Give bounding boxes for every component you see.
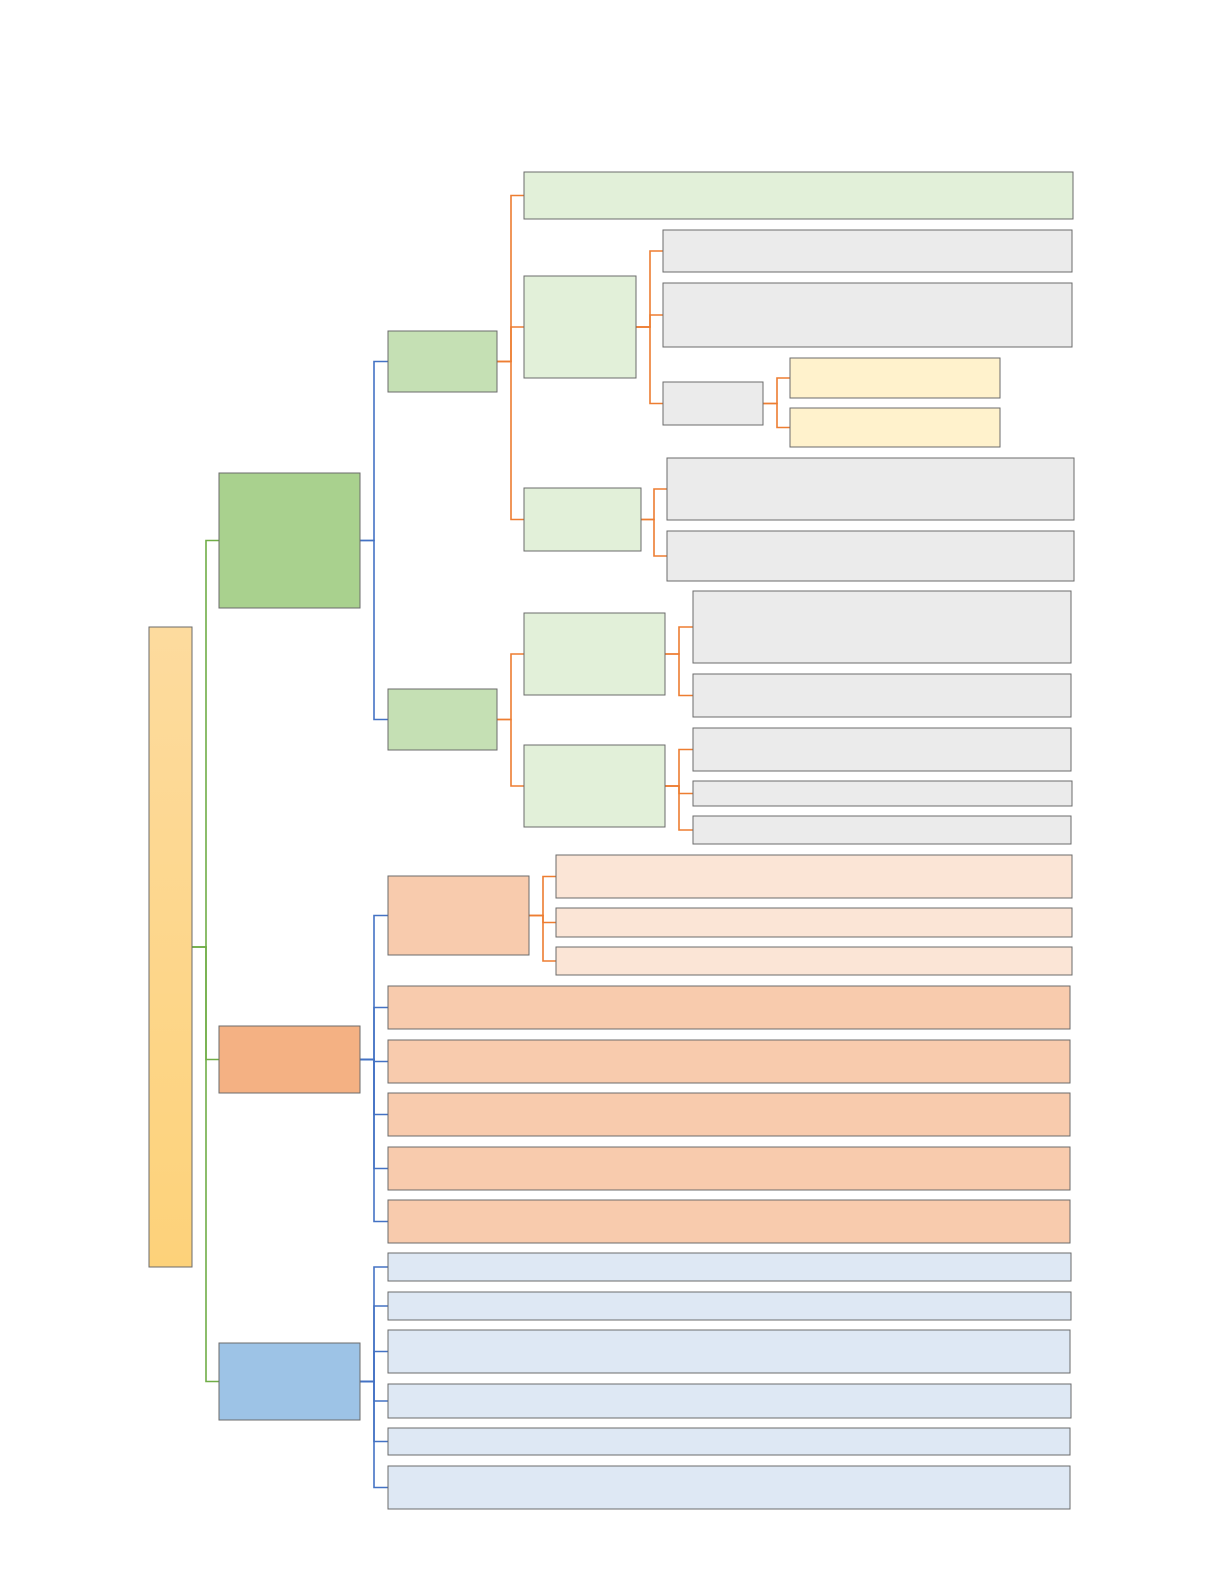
connector: [497, 326, 524, 363]
node-box: [387, 1465, 1071, 1510]
node-box: [789, 407, 1001, 448]
connector: [497, 718, 524, 787]
connector: [529, 914, 556, 962]
connector: [360, 539, 388, 721]
node-box: [387, 1329, 1071, 1374]
node-box: [387, 875, 530, 956]
connector: [360, 1350, 388, 1383]
connector: [497, 360, 524, 521]
node-box: [662, 381, 764, 426]
node-box: [387, 688, 498, 751]
node-box: [387, 985, 1071, 1030]
node-box: [692, 780, 1073, 807]
node-box: [523, 487, 642, 552]
node-box: [523, 612, 666, 696]
node-box: [387, 1291, 1072, 1321]
connector: [665, 785, 693, 831]
connector: [497, 653, 524, 721]
node-box: [218, 472, 361, 609]
connector: [360, 360, 388, 542]
connector: [636, 314, 663, 328]
node-box: [555, 946, 1073, 976]
connector: [665, 626, 693, 655]
node-box: [387, 1427, 1071, 1456]
node-box: [148, 626, 193, 1268]
node-box: [555, 854, 1073, 899]
node-box: [523, 744, 666, 828]
connector: [641, 518, 667, 557]
connector: [192, 946, 219, 1383]
connector: [192, 539, 219, 948]
node-box: [218, 1342, 361, 1421]
node-box: [218, 1025, 361, 1094]
node-box: [692, 727, 1072, 772]
connector: [665, 653, 693, 697]
node-box: [387, 1039, 1071, 1084]
connector: [763, 377, 790, 405]
connector: [665, 748, 693, 787]
node-box: [523, 275, 637, 379]
node-box: [555, 907, 1073, 938]
node-box: [666, 457, 1075, 521]
node-box: [662, 229, 1073, 273]
node-box: [666, 530, 1075, 582]
node-box: [692, 590, 1072, 664]
connector: [636, 326, 663, 405]
connector: [360, 1058, 388, 1223]
connector: [360, 1380, 388, 1489]
connector: [360, 1006, 388, 1061]
node-box: [387, 1146, 1071, 1191]
node-box: [662, 282, 1073, 348]
connector: [641, 488, 667, 521]
node-box: [387, 1199, 1071, 1244]
node-box: [387, 1092, 1071, 1137]
node-box: [523, 171, 1074, 220]
connector: [529, 875, 556, 917]
node-box: [387, 1383, 1072, 1419]
connector: [763, 402, 790, 429]
node-box: [387, 1252, 1072, 1282]
node-box: [789, 357, 1001, 399]
node-box: [692, 815, 1072, 845]
node-box: [692, 673, 1072, 718]
node-box: [387, 330, 498, 393]
